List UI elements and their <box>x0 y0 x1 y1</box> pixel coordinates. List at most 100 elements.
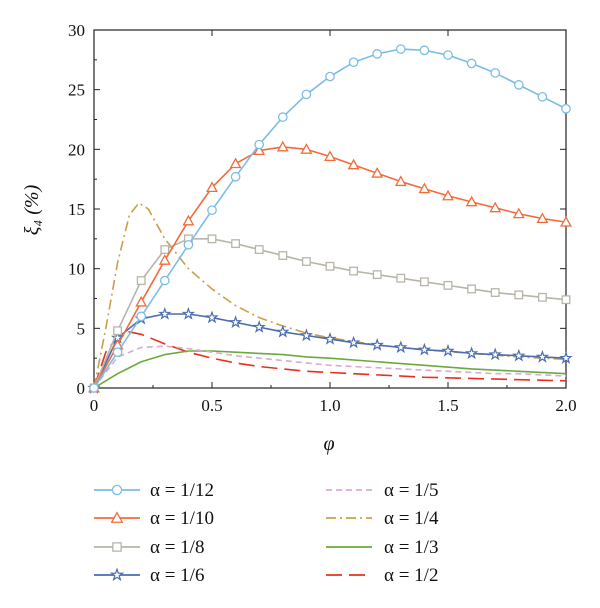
legend-item: α = 1/3 <box>326 537 438 558</box>
data-point <box>111 484 123 496</box>
data-point <box>396 273 406 283</box>
x-tick-label: 0.5 <box>201 396 222 415</box>
data-point <box>443 50 453 60</box>
data-point <box>299 328 314 342</box>
data-point <box>231 239 241 249</box>
data-point <box>535 349 550 363</box>
data-point <box>490 288 500 297</box>
legend-label: α = 1/2 <box>384 565 438 586</box>
data-point <box>348 57 359 68</box>
data-point <box>207 234 217 244</box>
series-line <box>93 331 567 389</box>
data-point <box>113 326 123 336</box>
y-tick-label: 20 <box>68 140 85 159</box>
data-point <box>277 112 288 122</box>
data-point <box>514 290 524 300</box>
data-point <box>464 346 479 360</box>
data-point <box>394 175 407 187</box>
legend-label: α = 1/10 <box>150 508 214 529</box>
data-point <box>205 310 219 324</box>
data-point <box>136 276 146 286</box>
legend-item: α = 1/6 <box>94 565 204 586</box>
data-point <box>160 245 170 255</box>
data-point <box>182 214 195 226</box>
legend-label: α = 1/3 <box>384 537 438 558</box>
data-point <box>465 195 478 207</box>
data-point <box>276 324 290 338</box>
legend-label: α = 1/6 <box>150 565 204 586</box>
y-tick-label: 30 <box>68 21 85 40</box>
data-point <box>136 311 147 322</box>
data-point <box>158 306 172 320</box>
data-point <box>371 167 384 178</box>
legend-label: α = 1/8 <box>150 537 204 558</box>
data-point <box>372 49 383 59</box>
data-point <box>324 150 336 162</box>
y-tick-label: 0 <box>77 379 86 398</box>
data-point <box>229 157 242 169</box>
data-point <box>560 215 572 227</box>
data-point <box>254 245 264 255</box>
y-tick-label: 25 <box>68 81 85 100</box>
y-tick-label: 10 <box>68 260 85 279</box>
legend-item: α = 1/5 <box>326 480 438 501</box>
series-line <box>93 202 567 389</box>
legend-item: α = 1/2 <box>326 565 438 586</box>
data-point <box>489 201 502 213</box>
data-point <box>112 347 123 358</box>
y-tick-label: 15 <box>68 200 85 219</box>
x-tick-label: 2.0 <box>555 396 576 415</box>
series-1 <box>89 44 571 393</box>
data-point <box>419 277 429 287</box>
data-point <box>466 58 477 69</box>
data-point <box>159 275 170 286</box>
x-tick-label: 1.5 <box>437 396 458 415</box>
data-point <box>561 103 571 114</box>
data-point <box>252 320 266 333</box>
y-axis-ticks: 0 5 10 15 20 25 30 <box>68 21 566 398</box>
data-point <box>561 295 571 305</box>
x-tick-label: 0 <box>90 396 99 415</box>
data-point <box>181 306 196 320</box>
data-point <box>418 182 431 194</box>
series-6 <box>93 202 567 389</box>
legend-label: α = 1/4 <box>384 508 439 529</box>
data-point <box>417 342 432 356</box>
legend-item: α = 1/10 <box>94 508 214 529</box>
data-point <box>512 207 525 219</box>
data-point <box>276 140 289 152</box>
data-point <box>467 284 477 294</box>
legend-label: α = 1/5 <box>384 480 438 501</box>
data-point <box>109 567 125 582</box>
series-8 <box>93 331 567 389</box>
data-point <box>278 251 288 260</box>
series-layer <box>87 44 573 394</box>
data-point <box>112 542 122 552</box>
legend: α = 1/12 α = 1/10 α = 1/8 α = 1/6 α = 1/5 α =… <box>94 480 439 586</box>
data-point <box>89 383 99 393</box>
data-point <box>183 239 194 250</box>
series-line <box>93 345 567 389</box>
data-point <box>395 44 406 54</box>
series-line <box>93 350 567 389</box>
x-axis-label: φ <box>323 433 334 455</box>
data-point <box>512 348 526 362</box>
data-point <box>228 315 243 329</box>
data-point <box>536 212 549 224</box>
data-point <box>110 511 124 523</box>
data-point <box>537 292 547 302</box>
data-point <box>301 89 312 100</box>
data-point <box>346 335 361 349</box>
data-point <box>300 143 313 154</box>
data-point <box>372 270 382 280</box>
data-point <box>394 340 408 354</box>
series-2 <box>88 140 572 393</box>
data-point <box>513 80 524 90</box>
data-point <box>537 91 548 102</box>
data-point <box>254 139 265 150</box>
data-point <box>135 295 148 307</box>
legend-item: α = 1/8 <box>94 537 204 558</box>
data-point <box>490 68 501 78</box>
